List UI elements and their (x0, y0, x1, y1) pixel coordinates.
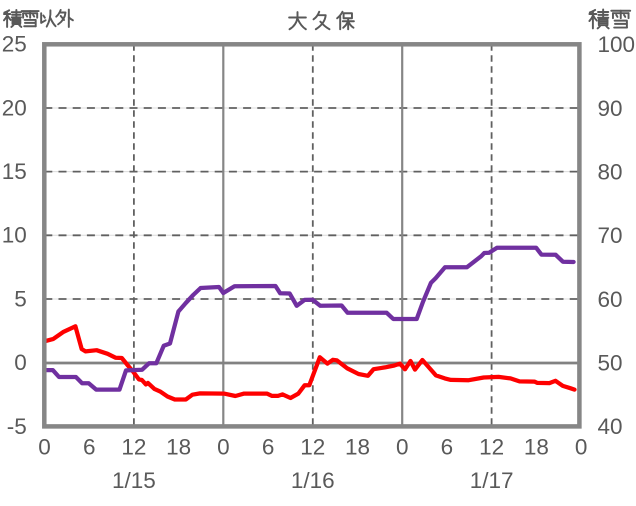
svg-text:20: 20 (2, 95, 27, 120)
svg-text:1/17: 1/17 (470, 468, 514, 493)
svg-text:70: 70 (598, 223, 623, 248)
svg-text:1/15: 1/15 (112, 468, 156, 493)
svg-text:15: 15 (2, 159, 27, 184)
svg-text:100: 100 (598, 32, 636, 57)
svg-text:5: 5 (14, 286, 27, 311)
svg-text:6: 6 (262, 435, 275, 460)
svg-text:0: 0 (14, 350, 27, 375)
svg-text:10: 10 (2, 223, 27, 248)
svg-text:0: 0 (38, 435, 51, 460)
svg-text:18: 18 (345, 435, 370, 460)
svg-text:6: 6 (441, 435, 454, 460)
svg-text:80: 80 (598, 159, 623, 184)
svg-text:1/16: 1/16 (291, 468, 335, 493)
svg-text:90: 90 (598, 96, 623, 121)
svg-text:12: 12 (121, 435, 146, 460)
svg-text:18: 18 (524, 435, 549, 460)
svg-text:50: 50 (598, 350, 623, 375)
svg-text:12: 12 (479, 435, 504, 460)
svg-text:0: 0 (217, 435, 230, 460)
svg-text:18: 18 (166, 435, 191, 460)
svg-text:60: 60 (598, 287, 623, 312)
svg-text:0: 0 (396, 435, 409, 460)
svg-text:12: 12 (300, 435, 325, 460)
svg-text:-5: -5 (7, 414, 27, 439)
svg-text:40: 40 (598, 414, 623, 439)
svg-text:6: 6 (83, 435, 96, 460)
svg-text:0: 0 (575, 435, 588, 460)
svg-text:25: 25 (2, 32, 27, 57)
